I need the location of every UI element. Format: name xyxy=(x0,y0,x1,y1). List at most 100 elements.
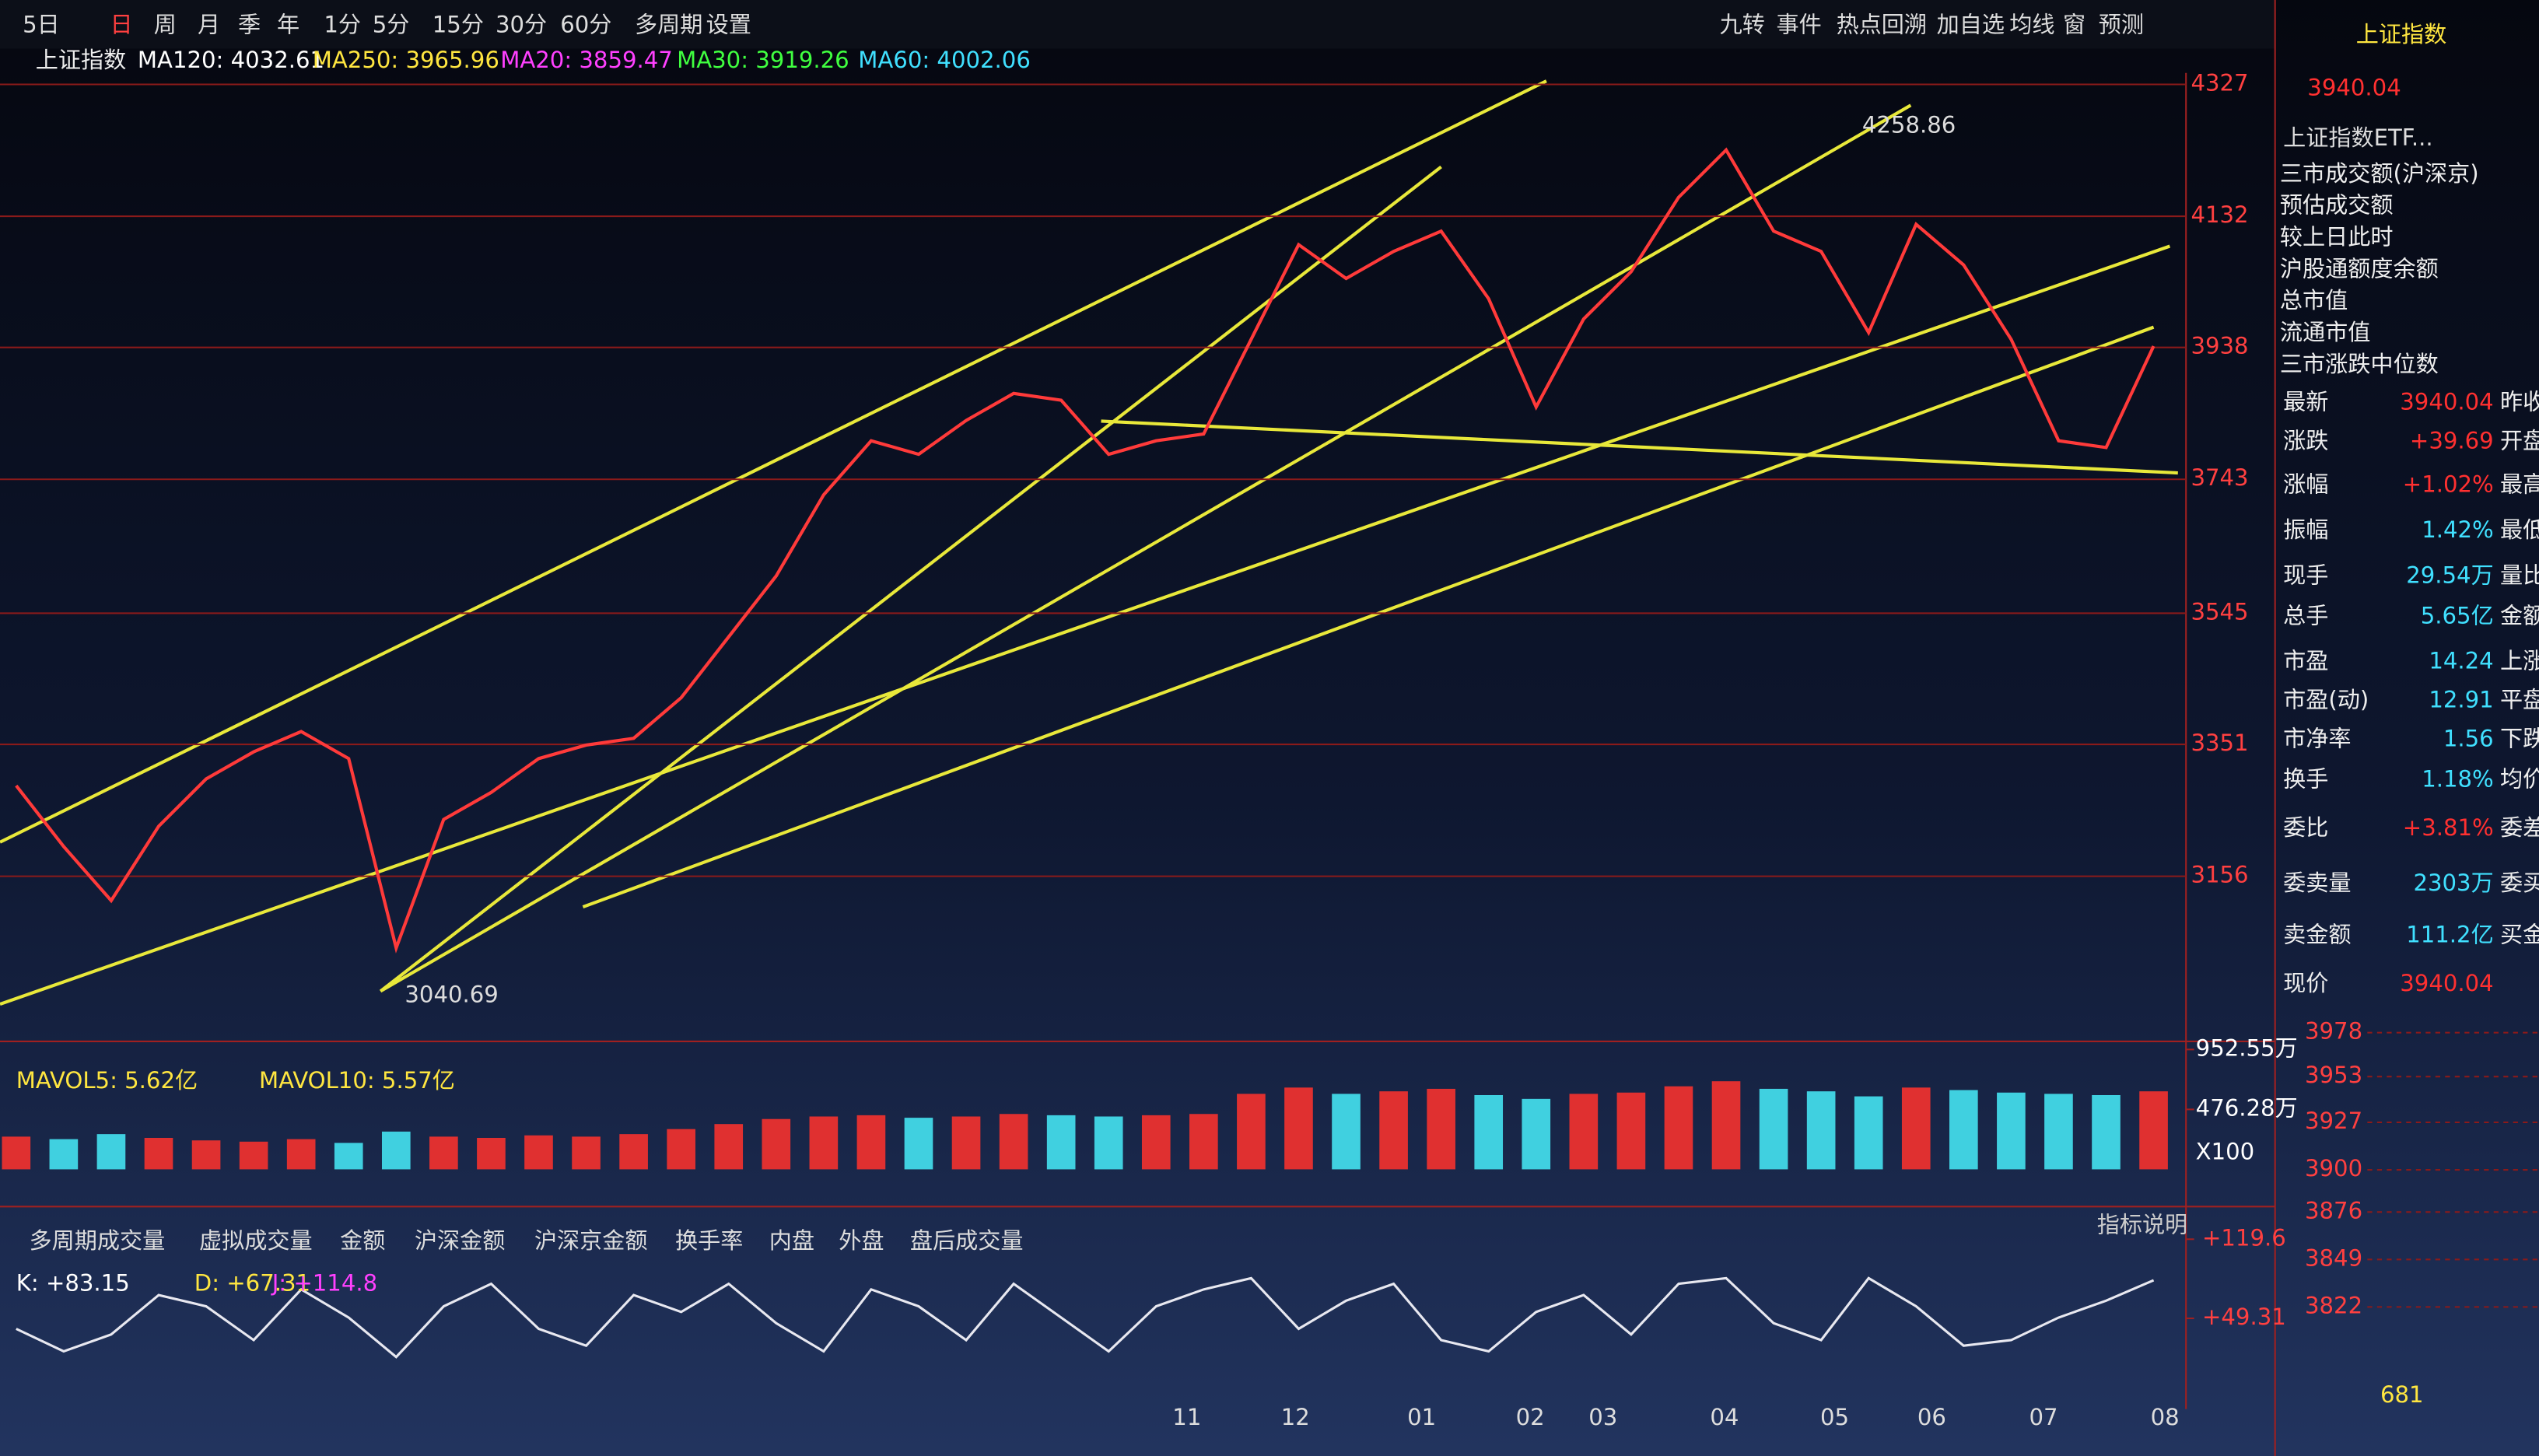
side-label: 昨收 xyxy=(2500,388,2539,415)
ma-legend: MA20: 3859.47 xyxy=(500,47,673,73)
tab[interactable]: 外盘 xyxy=(839,1227,884,1254)
ma-legend: MA30: 3919.26 xyxy=(677,47,849,73)
volume-bar xyxy=(1616,1092,1646,1170)
side-label: 市盈 xyxy=(2283,648,2328,674)
toolbar-button[interactable]: 月 xyxy=(198,11,220,37)
toolbar-button[interactable]: 1分 xyxy=(324,11,361,37)
side-label: 开盘 xyxy=(2500,427,2539,453)
kdj-legend: K: +83.15 xyxy=(16,1269,130,1296)
y-tick-label: 3900 xyxy=(2305,1155,2362,1181)
toolbar-button[interactable]: 日 xyxy=(110,11,133,37)
intraday-volume-tick: 681 xyxy=(2380,1381,2424,1408)
tab[interactable]: 沪深金额 xyxy=(415,1227,505,1254)
toolbar-button[interactable]: 预测 xyxy=(2099,11,2144,37)
toolbar-button[interactable]: 热点回溯 xyxy=(1837,11,1927,37)
y-tick-label: 3953 xyxy=(2305,1062,2362,1088)
volume-bar xyxy=(1094,1116,1123,1170)
tab[interactable]: 换手率 xyxy=(675,1227,743,1254)
volume-bar xyxy=(524,1135,553,1170)
volume-bar xyxy=(809,1116,839,1170)
month-label: 02 xyxy=(1516,1404,1545,1430)
toolbar-button[interactable]: 季 xyxy=(238,11,261,37)
side-value: +1.02% xyxy=(2403,471,2494,498)
volume-bar xyxy=(1332,1094,1361,1170)
toolbar-button[interactable]: 年 xyxy=(277,11,299,37)
tab[interactable]: 内盘 xyxy=(769,1227,814,1254)
kdj-legend: J: +114.8 xyxy=(271,1269,377,1296)
volume-unit: X100 xyxy=(2196,1139,2255,1165)
volume-bar xyxy=(1474,1094,1504,1170)
side-label: 最低 xyxy=(2500,516,2539,543)
y-tick-label: 4327 xyxy=(2191,69,2248,96)
toolbar-button[interactable]: 5分 xyxy=(373,11,410,37)
tab[interactable]: 多周期成交量 xyxy=(29,1227,165,1254)
high-label: 4258.86 xyxy=(1862,111,1956,138)
volume-bar xyxy=(1664,1086,1693,1170)
month-label: 11 xyxy=(1172,1404,1201,1430)
side-label: 委比 xyxy=(2283,814,2328,841)
volume-bar xyxy=(619,1134,648,1170)
side-label: 最新 xyxy=(2283,388,2328,415)
side-label: 平盘 xyxy=(2500,687,2539,713)
toolbar-button[interactable]: 15分 xyxy=(433,11,484,37)
side-label: 最高 xyxy=(2500,471,2539,498)
side-label: 委卖量 xyxy=(2283,870,2351,896)
side-value: 3940.04 xyxy=(2400,388,2493,415)
volume-bar xyxy=(1759,1088,1788,1170)
toolbar-button[interactable]: 5日 xyxy=(23,11,60,37)
tab[interactable]: 虚拟成交量 xyxy=(199,1227,313,1254)
toolbar-button[interactable]: 设置 xyxy=(706,11,751,37)
volume-bar xyxy=(999,1114,1028,1170)
y-tick-label: 3743 xyxy=(2191,464,2248,491)
side-label: 均价 xyxy=(2500,766,2539,793)
volume-bar xyxy=(1046,1115,1076,1170)
volume-bar xyxy=(191,1140,221,1170)
volume-bar xyxy=(1569,1094,1599,1170)
side-value: 1.18% xyxy=(2422,766,2494,793)
low-label: 3040.69 xyxy=(404,982,498,1008)
toolbar-button[interactable]: 加自选 xyxy=(1937,11,2005,37)
side-item: 沪股通额度余额 xyxy=(2280,255,2439,282)
y-tick-label: 4132 xyxy=(2191,201,2248,228)
side-label: 金额 xyxy=(2500,602,2539,628)
side-value: 5.65亿 xyxy=(2421,602,2494,628)
toolbar-button[interactable]: 60分 xyxy=(560,11,611,37)
toolbar-button[interactable]: 九转 xyxy=(1720,11,1765,37)
volume-bar xyxy=(239,1141,268,1170)
volume-bar xyxy=(477,1137,506,1170)
y-tick-label: 3927 xyxy=(2305,1108,2362,1134)
side-value: +3.81% xyxy=(2403,814,2494,841)
volume-bar xyxy=(1711,1081,1741,1170)
volume-bar xyxy=(1284,1087,1313,1170)
volume-bar xyxy=(1522,1098,1551,1170)
side-item: 较上日此时 xyxy=(2280,224,2394,250)
y-tick-label: 3545 xyxy=(2191,598,2248,625)
side-label: 卖金额 xyxy=(2283,922,2351,948)
volume-bar xyxy=(1141,1115,1171,1170)
side-label: 上涨 xyxy=(2500,648,2539,674)
k-line xyxy=(16,1276,2155,1359)
side-value: 29.54万 xyxy=(2406,562,2493,588)
toolbar-button[interactable]: 窗 xyxy=(2063,11,2085,37)
month-label: 08 xyxy=(2151,1404,2180,1430)
tab[interactable]: 沪深京金额 xyxy=(534,1227,648,1254)
y-tick-label: 3849 xyxy=(2305,1244,2362,1271)
toolbar-button[interactable]: 周 xyxy=(154,11,177,37)
toolbar-button[interactable]: 多周期 xyxy=(635,11,702,37)
toolbar-button[interactable]: 均线 xyxy=(2009,11,2054,37)
tab-help[interactable]: 指标说明 xyxy=(2097,1211,2187,1237)
side-item: 总市值 xyxy=(2280,287,2348,313)
volume-bar xyxy=(2,1136,31,1170)
toolbar-button[interactable]: 30分 xyxy=(496,11,547,37)
side-price: 3940.04 xyxy=(2307,75,2401,101)
side-item: 流通市值 xyxy=(2280,319,2370,345)
volume-bar xyxy=(667,1129,695,1170)
toolbar-button[interactable]: 事件 xyxy=(1777,11,1822,37)
tab[interactable]: 盘后成交量 xyxy=(910,1227,1024,1254)
side-label: 委买 xyxy=(2500,870,2539,896)
volume-bar xyxy=(1997,1092,2026,1170)
side-label: 市盈(动) xyxy=(2283,687,2369,713)
side-etf[interactable]: 上证指数ETF... xyxy=(2283,124,2433,151)
tab[interactable]: 金额 xyxy=(340,1227,385,1254)
